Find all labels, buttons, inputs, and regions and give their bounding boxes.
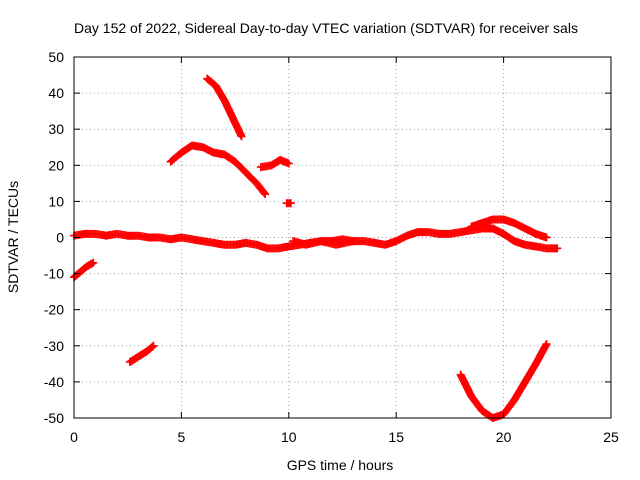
data-point [237,132,246,141]
y-tick-label: 0 [56,230,64,246]
data-point [286,199,295,208]
y-tick-label: 50 [48,49,64,65]
y-tick-label: -50 [44,410,64,426]
y-tick-label: 10 [48,193,64,209]
x-tick-label: 25 [603,429,619,445]
series-upper-band [467,215,551,242]
x-tick-label: 5 [178,429,186,445]
y-tick-label: -30 [44,338,64,354]
series-start-drop [70,258,98,282]
series-arc-20 [256,155,293,172]
x-axis-label: GPS time / hours [287,457,394,473]
series-low-35 [125,341,158,367]
series-point-9 [282,199,295,208]
data-point [148,342,157,351]
series-band-step [289,237,358,249]
x-tick-label: 10 [281,429,297,445]
x-axis-ticks: 0 5 10 15 20 25 [70,57,619,445]
data-point [89,258,98,267]
series-v-curve [456,339,551,422]
y-tick-label: -10 [44,266,64,282]
data-point [553,244,562,253]
series-baseline [70,224,562,253]
y-tick-label: 40 [48,85,64,101]
series-peak-44 [203,74,246,141]
data-point [261,190,270,199]
data-point [284,159,293,168]
y-tick-label: -40 [44,374,64,390]
x-tick-label: 15 [388,429,404,445]
series-hump-25 [166,141,270,199]
data-point [149,341,158,350]
x-tick-label: 20 [496,429,512,445]
y-tick-label: 30 [48,121,64,137]
data-point [542,233,551,242]
x-tick-label: 0 [70,429,78,445]
data-point [542,339,551,348]
y-tick-label: -20 [44,302,64,318]
y-axis-label: SDTVAR / TECUs [5,181,21,293]
y-tick-label: 20 [48,157,64,173]
chart-title: Day 152 of 2022, Sidereal Day-to-day VTE… [74,20,578,36]
data-point [260,188,269,197]
y-axis-ticks: -50 -40 -30 -20 -10 0 10 20 30 40 50 [44,49,611,426]
data-points [70,74,562,422]
data-point [349,237,358,246]
